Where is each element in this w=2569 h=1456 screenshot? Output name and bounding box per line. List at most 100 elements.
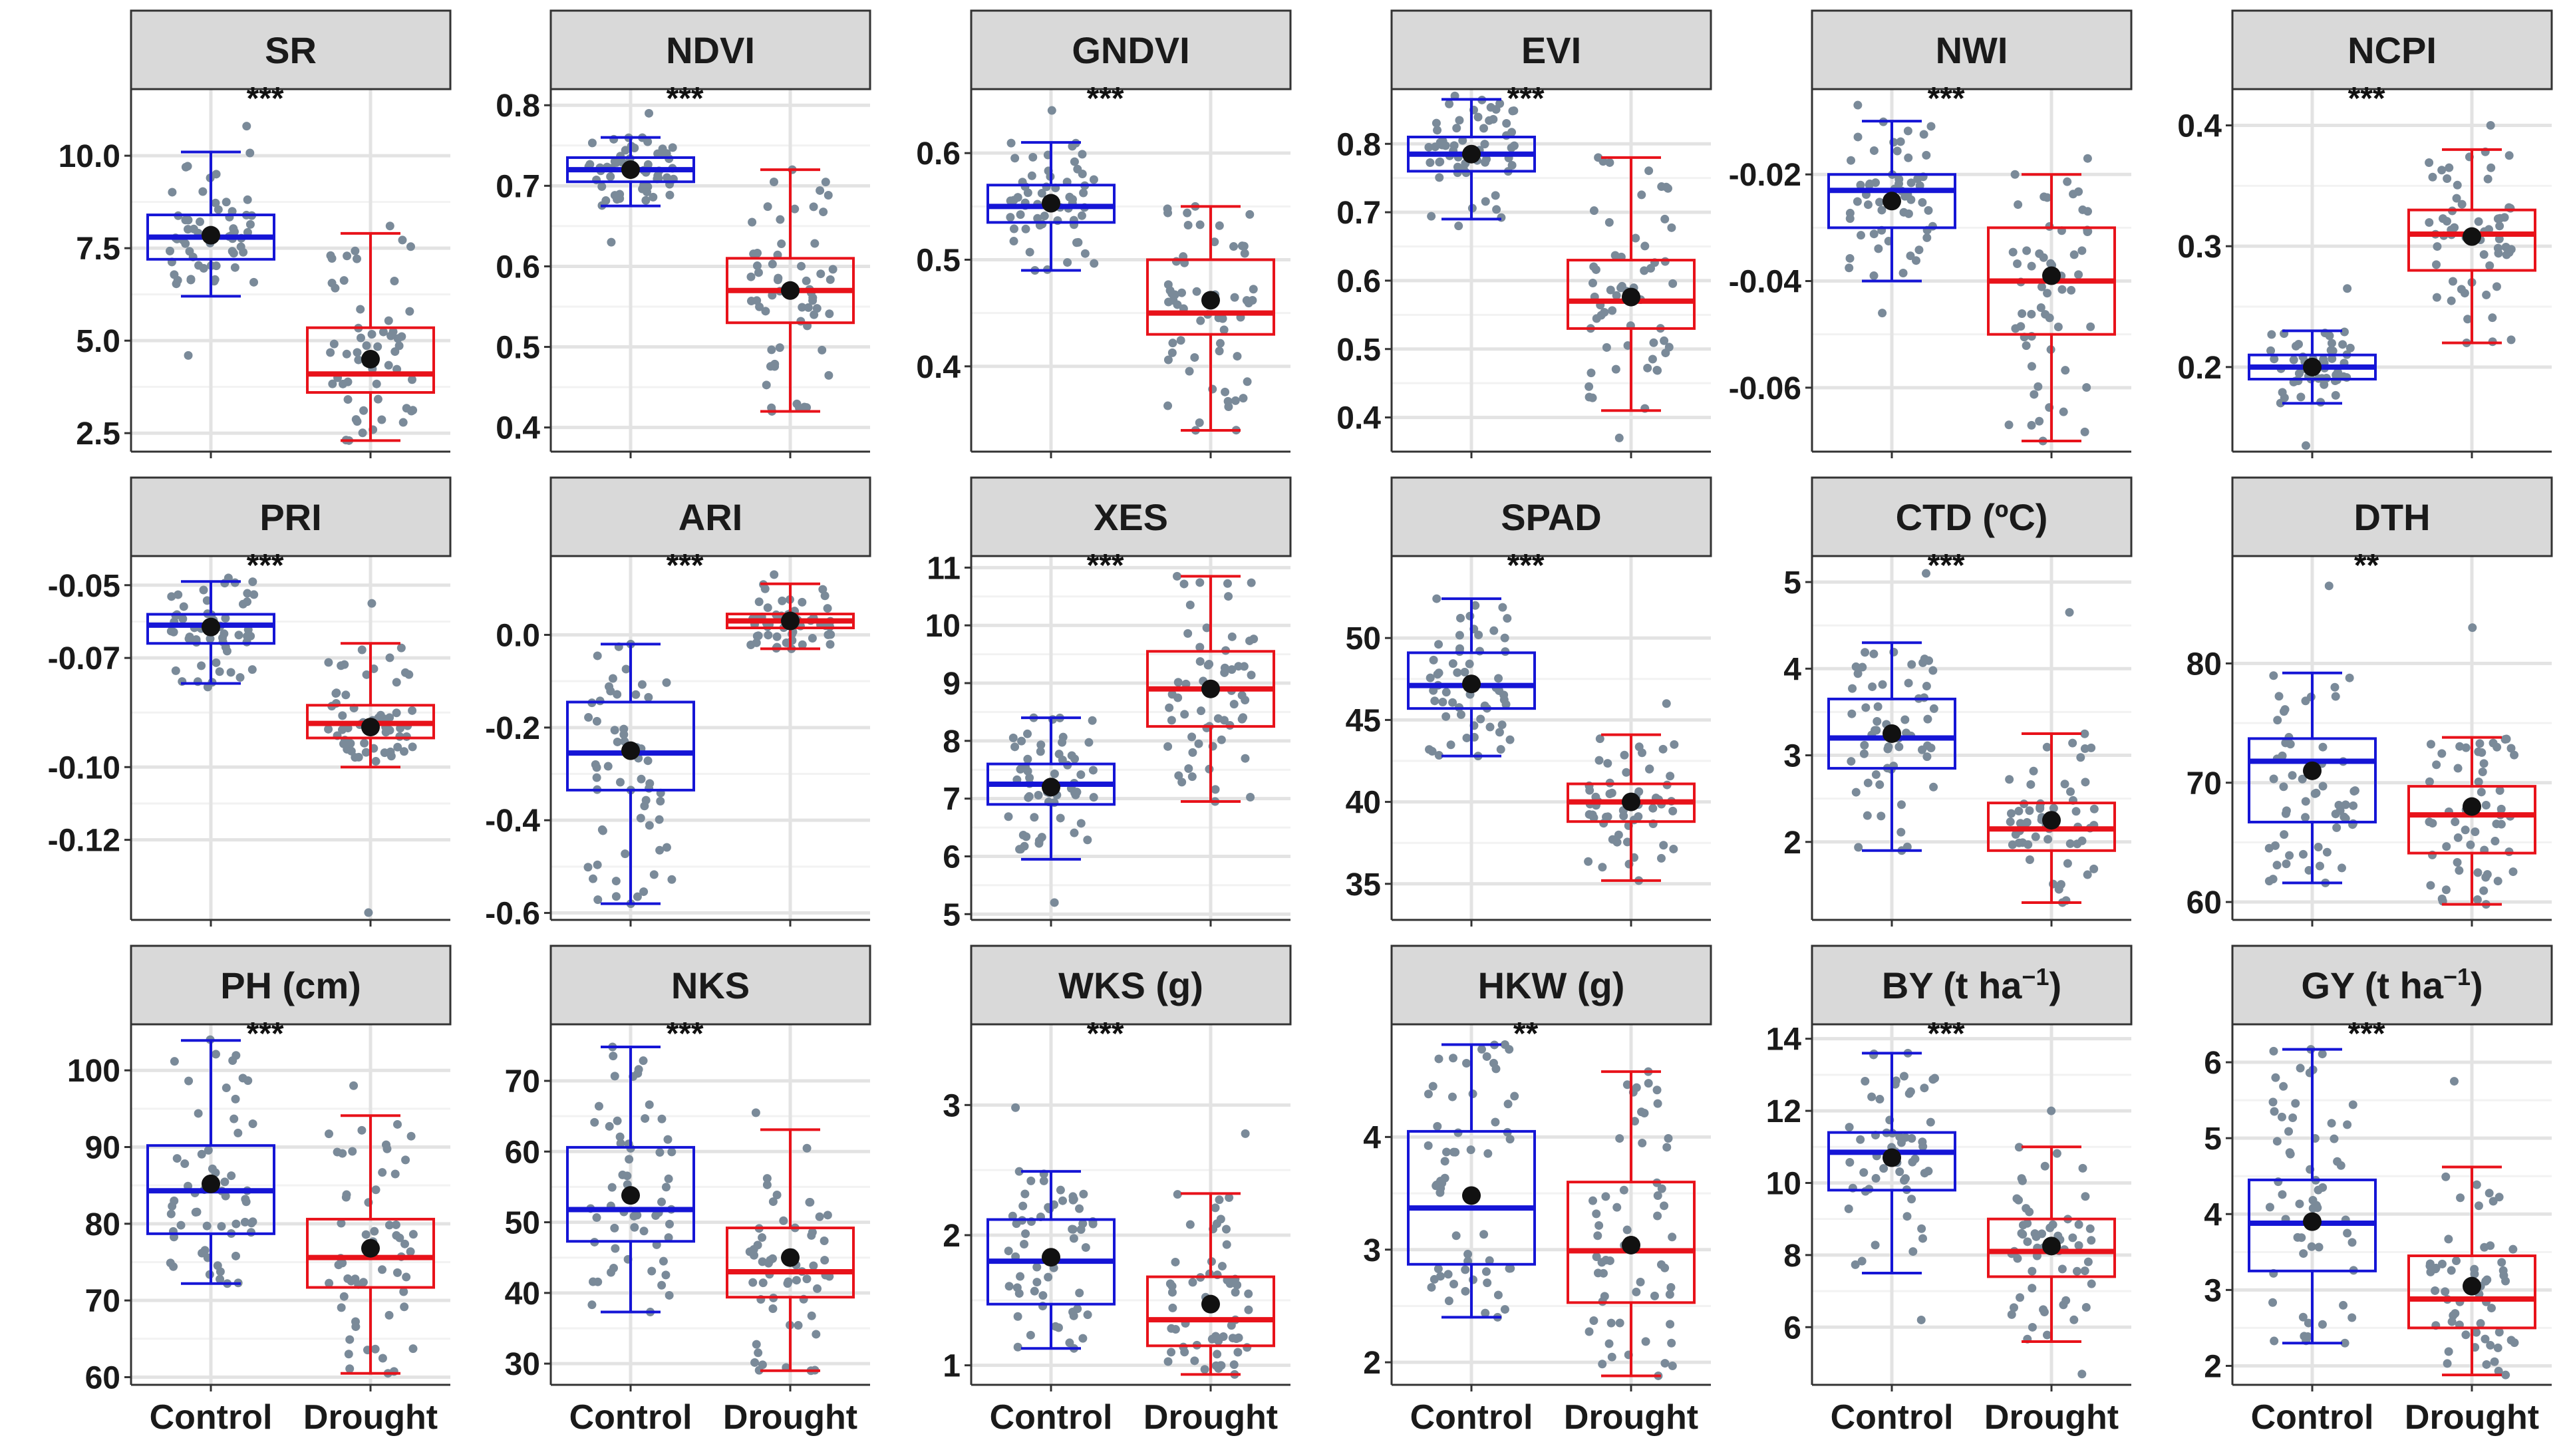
plot-background [1392, 556, 1711, 920]
data-point [1009, 224, 1018, 233]
data-point [406, 242, 415, 251]
data-point [2493, 243, 2502, 253]
data-point [2016, 322, 2026, 331]
data-point [2039, 253, 2048, 262]
plot-background [551, 89, 870, 452]
data-point [1171, 1325, 1180, 1334]
y-tick-label: 0.6 [496, 249, 540, 285]
data-point [1859, 1168, 1869, 1177]
data-point [1424, 1141, 1433, 1150]
data-point [1020, 1189, 1030, 1199]
data-point [220, 629, 229, 639]
data-point [810, 239, 820, 248]
data-point [657, 1114, 667, 1123]
data-point [2068, 738, 2077, 748]
data-point [637, 680, 647, 689]
data-point [665, 1290, 674, 1300]
data-point [2016, 1293, 2025, 1302]
data-point [1669, 844, 1678, 853]
data-point [1844, 1204, 1853, 1213]
significance-label: *** [1507, 81, 1545, 116]
data-point [2318, 1050, 2327, 1059]
y-tick-label: 5 [2204, 1121, 2222, 1157]
data-point [2008, 247, 2018, 257]
data-point [1021, 1229, 1030, 1238]
data-point [667, 875, 677, 884]
data-point [2343, 1229, 2352, 1238]
data-point [2510, 1338, 2519, 1348]
data-point [1660, 1201, 1669, 1211]
data-point [809, 1261, 818, 1270]
data-point [1436, 157, 1445, 166]
y-tick-label: -0.05 [48, 569, 120, 604]
data-point [348, 1147, 357, 1156]
data-point [242, 122, 251, 131]
data-point [661, 1183, 671, 1192]
data-point [2087, 1236, 2096, 1245]
data-point [1054, 1323, 1063, 1332]
data-point [1921, 569, 1930, 578]
data-point [2447, 1317, 2457, 1326]
data-point [1223, 579, 1232, 588]
data-point [216, 1274, 225, 1284]
x-category-label: Control [1831, 1398, 1954, 1437]
data-point [1455, 116, 1464, 125]
data-point [1448, 1054, 1457, 1063]
strip-header [1811, 945, 2133, 1026]
data-point [176, 1221, 186, 1230]
data-point [618, 1170, 627, 1179]
box-drought [2407, 736, 2536, 906]
data-point [1501, 700, 1511, 709]
data-point [2072, 1266, 2081, 1276]
data-point [1441, 688, 1451, 697]
data-point [2043, 289, 2052, 298]
data-point [823, 1211, 832, 1220]
data-point [2453, 180, 2462, 190]
data-point [2496, 804, 2506, 813]
mean-marker [2042, 1237, 2061, 1256]
data-point [1243, 1343, 1252, 1352]
data-point [2337, 863, 2346, 873]
data-point [2510, 750, 2519, 760]
box-control [146, 150, 275, 298]
data-point [1605, 790, 1614, 799]
data-point [637, 774, 646, 784]
data-point [1447, 1092, 1457, 1101]
data-point [1009, 237, 1018, 246]
box-iqr [1827, 173, 1956, 229]
data-point [2028, 1322, 2037, 1332]
data-point [1195, 418, 1204, 428]
data-point [764, 1258, 773, 1268]
data-point [1620, 750, 1629, 760]
y-tick-label: 2 [1363, 1346, 1381, 1381]
data-point [1065, 1338, 1074, 1348]
data-point [331, 283, 340, 293]
data-point [2340, 812, 2349, 821]
data-point [184, 216, 193, 225]
data-point [373, 394, 382, 404]
data-point [400, 668, 410, 677]
data-point [776, 215, 785, 224]
data-point [1868, 682, 1877, 691]
data-point [1426, 158, 1435, 168]
data-point [1637, 190, 1646, 200]
data-point [2474, 747, 2483, 756]
data-point [1495, 728, 1504, 737]
data-point [2444, 1347, 2453, 1356]
data-point [1245, 210, 1255, 219]
data-point [610, 1223, 619, 1233]
strip-title: NWI [1936, 29, 2008, 71]
data-point [2471, 827, 2480, 836]
data-point [1602, 343, 1611, 352]
y-tick-label: 70 [85, 1284, 120, 1319]
significance-label: *** [1507, 548, 1545, 583]
data-point [2060, 780, 2069, 789]
data-point [1033, 214, 1042, 223]
data-point [2077, 1370, 2087, 1379]
data-point [1928, 666, 1938, 675]
data-point [1585, 786, 1594, 795]
data-point [1220, 668, 1229, 677]
data-point [1234, 662, 1243, 671]
data-point [2506, 335, 2516, 345]
data-point [2448, 277, 2457, 286]
